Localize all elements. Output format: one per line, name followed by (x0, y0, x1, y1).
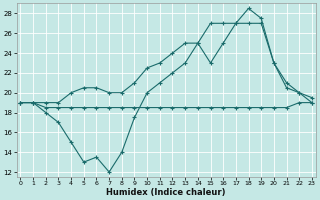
X-axis label: Humidex (Indice chaleur): Humidex (Indice chaleur) (107, 188, 226, 197)
